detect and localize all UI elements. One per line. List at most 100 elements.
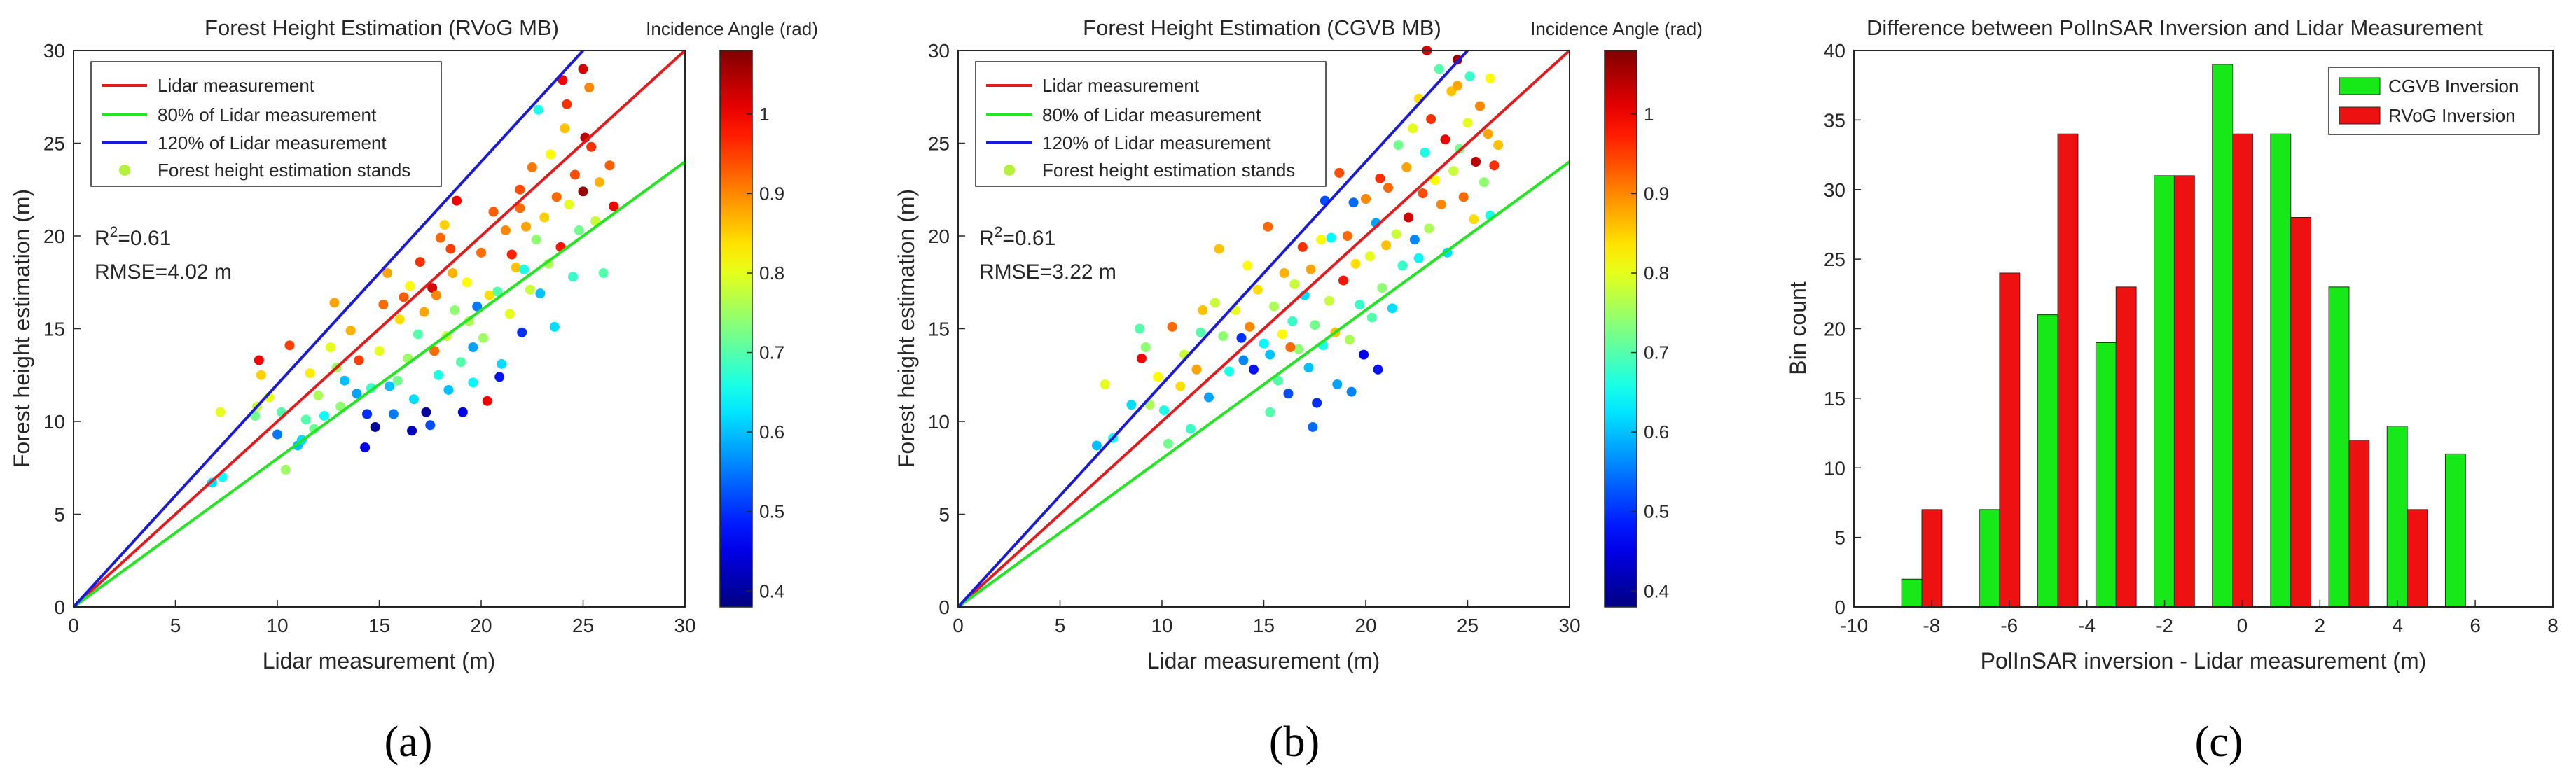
panel-c-y-tick: 5 xyxy=(1834,527,1846,549)
panel-a-legend: Lidar measurement 80% of Lidar measureme… xyxy=(90,61,442,187)
panel-c-bar-cgvb xyxy=(2328,286,2350,608)
panel-b-point xyxy=(1391,229,1401,239)
panel-a-y-tick: 5 xyxy=(54,504,65,526)
panel-b-point xyxy=(1214,244,1224,254)
panel-a-point xyxy=(515,184,525,195)
panel-b-point xyxy=(1393,140,1404,151)
panel-b-x-tick: 25 xyxy=(1457,615,1479,636)
panel-c-y-tick: 35 xyxy=(1824,109,1846,131)
panel-a-point xyxy=(468,342,478,352)
panel-b-point xyxy=(1191,364,1202,375)
panel-a-point xyxy=(352,389,362,399)
panel-b-point xyxy=(1493,140,1504,151)
panel-a-point xyxy=(497,358,507,369)
panel-a-point xyxy=(484,290,494,300)
panel-c-bar-cgvb xyxy=(2386,426,2408,608)
panel-b-line-lidar xyxy=(957,49,1571,608)
panel-c-y-axis-label: Bin count xyxy=(1785,281,1810,375)
panel-b-marks xyxy=(957,46,1571,608)
panel-a-x-tick: 15 xyxy=(368,615,390,636)
panel-a-r2-prefix: R xyxy=(95,227,110,250)
panel-b-point xyxy=(1469,214,1479,225)
panel-a-point xyxy=(392,375,403,386)
panel-b-colorbar-tick: 1 xyxy=(1644,104,1654,125)
panel-a-legend-box xyxy=(90,61,442,187)
panel-a-colorbar-tick: 0.9 xyxy=(759,183,784,204)
panel-b-ticks: 0 5 10 15 20 25 30 0 5 10 15 20 25 30 xyxy=(928,40,1581,636)
panel-c-x-tick: -6 xyxy=(2000,615,2018,636)
panel-a-rmse-stat: RMSE=4.02 m xyxy=(95,260,232,284)
panel-b-point xyxy=(1355,300,1365,310)
panel-c-bar-cgvb xyxy=(2444,453,2466,608)
panel-c-bar-rvog xyxy=(2232,133,2253,608)
panel-b-legend-120: 120% of Lidar measurement xyxy=(1042,132,1271,153)
panel-b-point xyxy=(1140,342,1151,352)
panel-c-y-tick: 10 xyxy=(1824,457,1846,479)
panel-b-point xyxy=(1324,295,1334,306)
panel-a-label: (a) xyxy=(385,718,433,766)
panel-b-point xyxy=(1483,129,1493,139)
panel-a-colorbar-tick: 0.4 xyxy=(759,580,784,601)
panel-a-point xyxy=(569,169,580,180)
panel-b-point xyxy=(1381,240,1392,251)
panel-b-point xyxy=(1285,342,1296,352)
panel-c-title: Difference between PolInSAR Inversion an… xyxy=(1867,15,2483,40)
panel-c-bar-cgvb xyxy=(2154,175,2175,608)
panel-a-point xyxy=(562,99,572,109)
panel-b-point xyxy=(1198,305,1208,315)
panel-a-point xyxy=(457,407,468,417)
panel-b-point xyxy=(1373,364,1383,375)
panel-b-point xyxy=(1383,183,1394,193)
panel-a-point xyxy=(506,249,517,260)
panel-b-point xyxy=(1175,381,1186,391)
panel-b-point xyxy=(1273,375,1283,386)
panel-c-legend-cgvb: CGVB Inversion xyxy=(2388,76,2519,97)
panel-a-point xyxy=(425,420,436,431)
panel-a-point xyxy=(545,149,555,160)
panel-a-point xyxy=(578,186,588,197)
panel-a-point xyxy=(549,321,560,332)
panel-b-point xyxy=(1361,194,1371,204)
panel-a-point xyxy=(378,300,389,310)
panel-b-point xyxy=(1248,364,1259,375)
panel-a-point xyxy=(488,207,499,217)
panel-a-point xyxy=(578,64,588,74)
panel-b-y-tick: 0 xyxy=(939,596,950,618)
panel-b-point xyxy=(1332,379,1343,389)
panel-a-y-tick: 10 xyxy=(43,411,65,433)
panel-a-y-axis-label: Forest height estimation (m) xyxy=(9,189,34,468)
panel-a-point xyxy=(313,390,324,400)
panel-a-point xyxy=(482,396,492,406)
panel-b-line-80pct xyxy=(957,160,1571,608)
panel-a-point xyxy=(539,212,550,223)
panel-a-axes-box xyxy=(73,50,686,608)
panel-b-point xyxy=(1310,320,1320,330)
panel-b-x-tick: 15 xyxy=(1253,615,1275,636)
panel-b-y-tick: 20 xyxy=(928,225,950,247)
panel-b-point xyxy=(1377,283,1387,293)
panel-c-legend-swatch-cgvb xyxy=(2339,77,2381,95)
panel-a-point xyxy=(445,244,456,254)
panel-c-x-axis-label: PolInSAR inversion - Lidar measurement (… xyxy=(1981,648,2427,673)
panel-a-point xyxy=(427,283,438,293)
panel-a-point xyxy=(433,370,443,380)
panel-b-colorbar-tick: 0.7 xyxy=(1644,342,1669,363)
panel-b-point xyxy=(1342,231,1352,241)
panel-c-marks xyxy=(1901,64,2466,608)
panel-a-point xyxy=(388,409,399,419)
panel-b-x-tick: 20 xyxy=(1355,615,1376,636)
panel-b-r2-sup: 2 xyxy=(995,224,1003,240)
panel-a-point xyxy=(429,346,440,356)
panel-a-title: Forest Height Estimation (RVoG MB) xyxy=(205,15,559,40)
panel-c-ticks: -10 -8 -6 -4 -2 0 2 4 6 8 0 5 10 15 20 25 30 35 40 xyxy=(1824,40,2558,636)
panel-c-x-tick: 4 xyxy=(2392,615,2403,636)
panel-b-point xyxy=(1348,197,1359,208)
panel-a-colorbar-title: Incidence Angle (rad) xyxy=(646,18,818,39)
panel-b-point xyxy=(1315,235,1326,245)
panel-b-point xyxy=(1338,275,1348,286)
panel-c-x-tick: 6 xyxy=(2470,615,2481,636)
panel-c-bar-rvog xyxy=(1999,272,2021,608)
panel-b-point xyxy=(1326,232,1336,243)
panel-b-legend-stands: Forest height estimation stands xyxy=(1042,160,1295,181)
